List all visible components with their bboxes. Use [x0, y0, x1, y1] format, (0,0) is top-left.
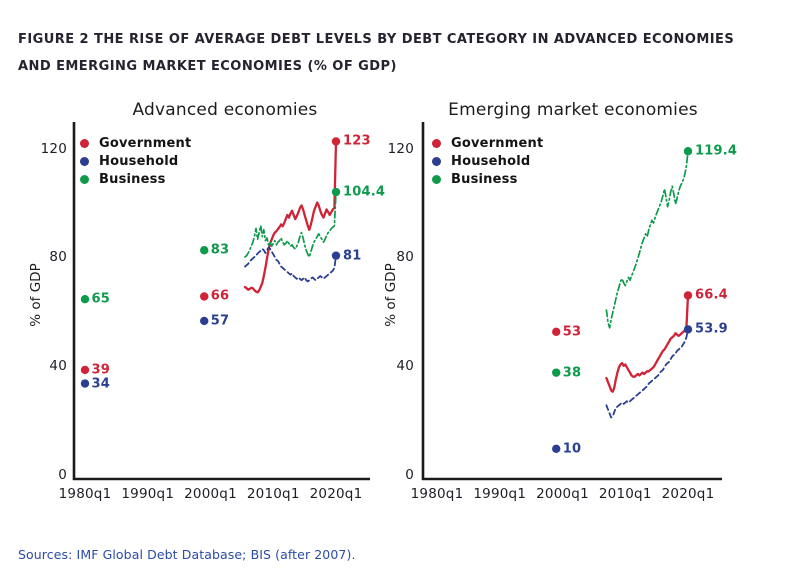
value-label-emerging-53: 53 — [562, 324, 582, 340]
advanced-household-point-57 — [200, 316, 209, 326]
value-label-advanced-83: 83 — [210, 242, 230, 258]
advanced-government-line — [243, 140, 338, 294]
y-axis-label-emerging: % of GDP — [383, 263, 399, 327]
legend-item-household: Household — [432, 152, 543, 170]
advanced-government-point-39 — [80, 365, 90, 375]
legend-advanced: Government Household Business — [80, 134, 191, 188]
emerging-business-line — [605, 150, 689, 329]
value-label-advanced-123: 123 — [343, 133, 371, 149]
emerging-ytick-120: 120 — [387, 140, 414, 157]
emerging-household-line — [605, 328, 689, 419]
emerging-ytick-40: 40 — [396, 358, 414, 375]
figure-title-line-2: AND EMERGING MARKET ECONOMIES (% OF GDP) — [18, 58, 397, 74]
value-label-advanced-81: 81 — [343, 248, 362, 264]
advanced-xtick-2010q1: 2010q1 — [246, 486, 300, 502]
business-dot-icon — [432, 174, 441, 184]
emerging-business-point-38 — [552, 368, 561, 377]
value-label-advanced-66: 66 — [210, 288, 230, 304]
advanced-ytick-80: 80 — [49, 249, 67, 266]
legend-item-government: Government — [80, 134, 191, 152]
value-label-advanced-57: 57 — [210, 313, 230, 329]
emerging-government-point-53 — [552, 327, 561, 337]
advanced-government-end-dot — [331, 137, 341, 146]
legend-label-business: Business — [451, 171, 518, 187]
emerging-xtick-2010q1: 2010q1 — [598, 486, 652, 502]
emerging-ytick-0: 0 — [405, 467, 414, 483]
advanced-business-end-dot — [331, 187, 341, 197]
emerging-government-end-dot — [683, 291, 693, 300]
advanced-household-point-34 — [80, 379, 90, 388]
legend-label-government: Government — [451, 135, 544, 151]
value-label-advanced-104.4: 104.4 — [343, 184, 386, 200]
advanced-business-line — [244, 191, 337, 258]
household-dot-icon — [432, 156, 441, 166]
legend-label-household: Household — [99, 153, 179, 169]
advanced-ytick-0: 0 — [58, 467, 67, 483]
government-dot-icon — [80, 138, 89, 148]
advanced-ytick-40: 40 — [49, 358, 67, 375]
advanced-business-point-65 — [80, 295, 90, 304]
government-dot-icon — [432, 138, 441, 148]
value-label-emerging-66.4: 66.4 — [695, 287, 728, 303]
legend-label-business: Business — [99, 171, 166, 187]
value-label-emerging-119.4: 119.4 — [695, 143, 738, 159]
advanced-household-end-dot — [331, 251, 341, 260]
emerging-business-end-dot — [683, 147, 693, 156]
legend-item-household: Household — [80, 152, 191, 170]
emerging-xtick-1990q1: 1990q1 — [473, 486, 527, 502]
advanced-xtick-2000q1: 2000q1 — [184, 486, 237, 502]
advanced-household-line — [244, 246, 337, 283]
advanced-xtick-1980q1: 1980q1 — [58, 486, 112, 502]
panel-title-advanced: Advanced economies — [132, 100, 318, 120]
value-label-advanced-39: 39 — [91, 362, 110, 378]
value-label-emerging-10: 10 — [562, 441, 582, 457]
value-label-advanced-34: 34 — [91, 376, 110, 392]
emerging-household-end-dot — [683, 325, 693, 334]
legend-item-business: Business — [432, 170, 543, 188]
legend-label-government: Government — [99, 135, 192, 151]
business-dot-icon — [80, 174, 89, 184]
legend-item-government: Government — [432, 134, 543, 152]
emerging-xtick-2020q1: 2020q1 — [661, 486, 715, 502]
emerging-xtick-2000q1: 2000q1 — [536, 486, 589, 502]
legend-emerging: Government Household Business — [432, 134, 543, 188]
advanced-government-point-66 — [200, 292, 209, 301]
advanced-xtick-1990q1: 1990q1 — [121, 486, 175, 502]
value-label-emerging-53.9: 53.9 — [695, 321, 728, 337]
y-axis-label-advanced: % of GDP — [28, 263, 44, 327]
advanced-ytick-120: 120 — [40, 140, 67, 157]
advanced-business-point-83 — [200, 246, 209, 255]
sources-note: Sources: IMF Global Debt Database; BIS (… — [18, 547, 356, 562]
emerging-xtick-1980q1: 1980q1 — [410, 486, 464, 502]
legend-label-household: Household — [451, 153, 531, 169]
emerging-household-point-10 — [552, 444, 561, 453]
panel-title-emerging: Emerging market economies — [448, 100, 698, 120]
value-label-advanced-65: 65 — [91, 291, 110, 307]
emerging-ytick-80: 80 — [396, 249, 414, 266]
value-label-emerging-38: 38 — [562, 365, 582, 381]
household-dot-icon — [80, 156, 89, 166]
advanced-xtick-2020q1: 2020q1 — [309, 486, 363, 502]
emerging-government-line — [605, 294, 690, 393]
figure-title-line-1: FIGURE 2 THE RISE OF AVERAGE DEBT LEVELS… — [18, 31, 735, 47]
legend-item-business: Business — [80, 170, 191, 188]
